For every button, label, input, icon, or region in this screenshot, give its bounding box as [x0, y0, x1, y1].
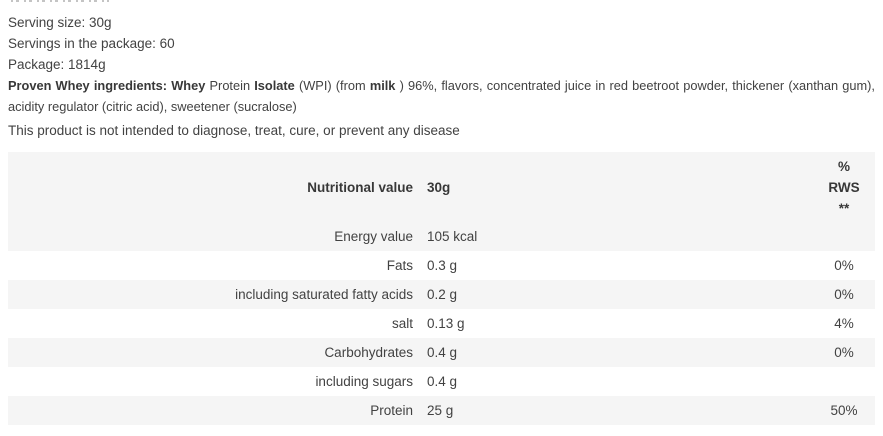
servings-count-line: Servings in the package: 60 — [8, 36, 175, 51]
clipped-text-remnant — [11, 0, 109, 2]
ingredients-paragraph: Proven Whey ingredients: Whey Protein Is… — [8, 75, 875, 117]
nutrient-rws-cell — [813, 367, 875, 396]
nutrient-name-cell: Energy value — [8, 222, 427, 251]
nutrient-value-cell: 0.3 g — [427, 258, 458, 273]
ingredients-segment: (WPI) (from — [294, 78, 370, 93]
table-row-sugars: including sugars 0.4 g — [8, 367, 875, 396]
table-row-salt: salt 0.13 g 4% — [8, 309, 875, 338]
col-header-serving-amount: 30g — [427, 152, 813, 222]
table-row-energy: Energy value 105 kcal — [8, 222, 875, 251]
col-header-rws: % RWS ** — [813, 152, 875, 222]
nutrient-value-cell: 25 g — [427, 396, 813, 425]
nutrition-table: Nutritional value 30g % RWS ** Energy va… — [8, 152, 875, 425]
ingredients-segment: Protein — [205, 78, 255, 93]
serving-size-line: Serving size: 30g — [8, 15, 112, 30]
ingredients-bold-milk: milk — [369, 78, 396, 93]
nutrition-info-section: Serving size: 30g Servings in the packag… — [8, 0, 875, 425]
rws-header-asterisks: ** — [838, 200, 850, 216]
table-row-saturated-fats: including saturated fatty acids 0.2 g 0% — [8, 280, 875, 309]
ingredients-line-1: Proven Whey ingredients: Whey Protein Is… — [8, 75, 875, 96]
ingredients-bold-isolate: Isolate — [254, 78, 295, 93]
nutrient-rws-cell: 50% — [813, 396, 875, 425]
nutrient-name-cell: Carbohydrates — [8, 338, 427, 367]
nutrient-value-cell: 0.4 g — [427, 338, 813, 367]
nutrient-rws-cell — [813, 222, 875, 251]
nutrient-name-cell: salt — [391, 316, 413, 331]
nutrient-rws-cell: 0% — [834, 258, 854, 273]
nutrient-value-cell: 0.4 g — [427, 374, 458, 389]
nutrient-value-cell: 0.13 g — [427, 316, 465, 331]
package-weight-line: Package: 1814g — [8, 57, 106, 72]
rws-header-percent: % — [837, 158, 850, 174]
ingredients-line-2: acidity regulator (citric acid), sweeten… — [8, 99, 297, 114]
ingredients-lead-bold: Proven Whey ingredients: Whey — [8, 78, 206, 93]
package-meta: Serving size: 30g Servings in the packag… — [8, 12, 875, 75]
nutrient-name-cell: including saturated fatty acids — [8, 280, 427, 309]
nutrient-name-cell: Protein — [8, 396, 427, 425]
table-header-row: Nutritional value 30g % RWS ** — [8, 152, 875, 222]
nutrient-value-cell: 0.2 g — [427, 280, 813, 309]
nutrient-rws-cell: 4% — [834, 316, 854, 331]
table-row-carbohydrates: Carbohydrates 0.4 g 0% — [8, 338, 875, 367]
nutrient-value-cell: 105 kcal — [427, 222, 813, 251]
nutrient-rws-cell: 0% — [813, 338, 875, 367]
nutrient-name-cell: Fats — [386, 258, 413, 273]
nutrient-rws-cell: 0% — [813, 280, 875, 309]
rws-header-label: RWS — [828, 179, 860, 195]
col-header-nutritional-value: Nutritional value — [8, 152, 427, 222]
table-row-protein: Protein 25 g 50% — [8, 396, 875, 425]
table-row-fats: Fats 0.3 g 0% — [8, 251, 875, 280]
ingredients-segment: ) 96%, flavors, concentrated juice in re… — [395, 78, 875, 93]
disclaimer-text: This product is not intended to diagnose… — [8, 123, 460, 138]
nutrient-name-cell: including sugars — [315, 374, 413, 389]
